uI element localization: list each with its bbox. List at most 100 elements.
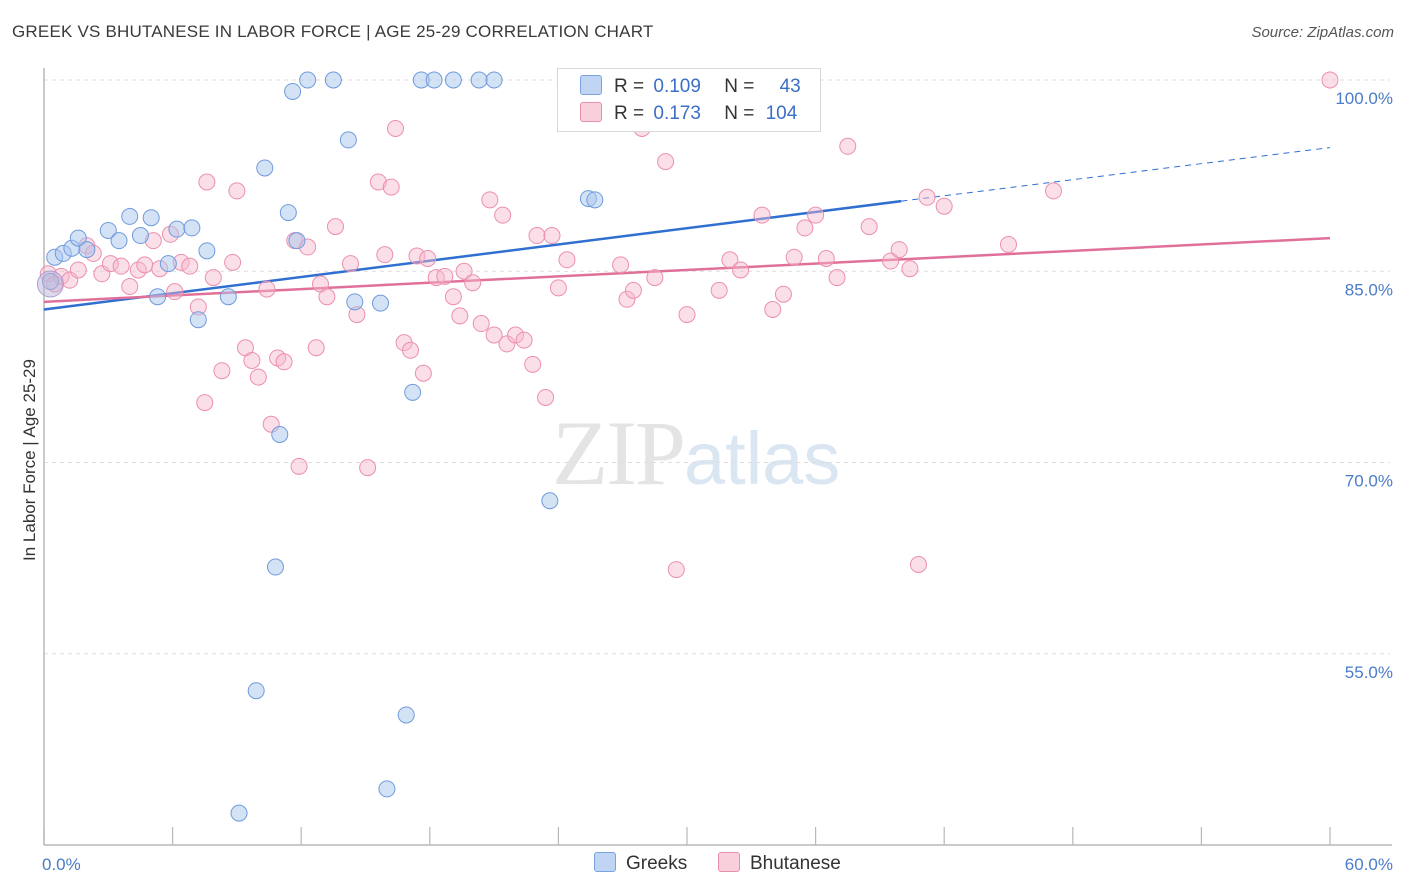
bhutanese-point (290, 457, 308, 475)
bhutanese-swatch (718, 852, 740, 872)
bhutanese-point (275, 353, 293, 371)
bhutanese-point (507, 326, 525, 344)
bhutanese-point (657, 153, 675, 171)
bhutanese-point (901, 260, 919, 278)
bhutanese-point (181, 257, 199, 275)
bhutanese-point (796, 219, 814, 237)
bhutanese-label: Bhutanese (750, 853, 841, 874)
bhutanese-point (69, 261, 87, 279)
bhutanese-point (402, 341, 420, 359)
bhutanese-point (369, 173, 387, 191)
bhutanese-point (243, 352, 261, 369)
bhutanese-point (710, 281, 728, 299)
bhutanese-point (721, 251, 739, 269)
legend-item-bhutanese: Bhutanese (718, 852, 841, 875)
greeks-point (339, 131, 357, 149)
cluster-point (36, 270, 64, 298)
bhutanese-point (678, 306, 696, 324)
bhutanese-point (359, 459, 377, 477)
y-axis-title: In Labor Force | Age 25-29 (20, 359, 39, 561)
series-legend: Greeks Bhutanese (0, 852, 1406, 878)
bhutanese-point (472, 315, 490, 333)
bhutanese-point (136, 256, 154, 274)
greeks-point (149, 288, 167, 306)
greeks-point (271, 425, 289, 443)
bhutanese-point (612, 256, 630, 274)
greeks-point (142, 209, 160, 227)
greeks-point (247, 682, 265, 700)
x-tick-label-start: 0.0% (42, 855, 81, 874)
source-credit: Source: ZipAtlas.com (1251, 24, 1394, 41)
bhutanese-point (494, 206, 512, 224)
bhutanese-point (249, 368, 267, 386)
bhutanese-point (387, 119, 405, 137)
bhutanese-point (1045, 182, 1063, 200)
watermark-zip: ZIP (552, 402, 686, 504)
greeks-point (121, 207, 139, 225)
axis-labels: 100.0% 85.0% 70.0% 55.0% 0.0% 60.0% In Labor F… (20, 89, 1393, 874)
legend-swatch-bhutanese (580, 102, 602, 122)
bhutanese-point (382, 178, 400, 196)
legend-n-value: 43 (779, 76, 801, 97)
bhutanese-point (455, 262, 473, 280)
bhutanese-point (451, 307, 469, 325)
greeks-point (378, 780, 396, 798)
bhutanese-point (498, 335, 516, 353)
grid-lines (44, 79, 1390, 655)
greeks-point (131, 227, 149, 245)
greeks-point (284, 82, 302, 100)
stats-legend: R = 0.109 N = 43 R = 0.173 N = 104 (557, 68, 821, 132)
bhutanese-point (198, 173, 216, 191)
bhutanese-point (549, 279, 567, 297)
bhutanese-point (258, 280, 276, 298)
bhutanese-point (101, 255, 119, 273)
y-tick-label: 85.0% (1345, 280, 1393, 299)
y-tick-label: 70.0% (1345, 472, 1393, 491)
watermark: ZIPatlas (552, 400, 840, 506)
legend-swatch-greeks (580, 75, 602, 95)
greeks-point (230, 804, 248, 822)
greeks-point (541, 492, 559, 510)
greeks-label: Greeks (626, 853, 688, 874)
greeks-point (288, 232, 306, 250)
bhutanese-point (376, 246, 394, 264)
legend-r-value: 0.173 (653, 103, 701, 124)
bhutanese-point (528, 227, 546, 245)
greeks-point (256, 159, 274, 177)
bhutanese-point (918, 188, 936, 206)
bhutanese-point (341, 255, 359, 273)
bhutanese-point (860, 218, 878, 236)
legend-r-label: R = (614, 76, 645, 97)
greeks-point (189, 311, 207, 329)
x-tick-label-end: 60.0% (1345, 855, 1393, 874)
legend-n-label: N = (724, 76, 755, 97)
greeks-trend-line (43, 199, 902, 311)
greeks-point (279, 204, 297, 222)
greeks-point (110, 232, 128, 250)
bhutanese-point (774, 285, 792, 303)
bhutanese-point (427, 269, 445, 287)
y-tick-label: 55.0% (1345, 663, 1393, 682)
bhutanese-trend-group (43, 236, 1331, 304)
legend-item-greeks: Greeks (594, 852, 687, 875)
greeks-point (168, 220, 186, 238)
bhutanese-point (1000, 235, 1017, 253)
bhutanese-point (935, 197, 953, 215)
bhutanese-point (307, 339, 325, 357)
greeks-point (69, 229, 87, 247)
bhutanese-point (828, 269, 846, 287)
greeks-swatch (594, 852, 616, 872)
bhutanese-point (112, 257, 130, 275)
greeks-point (198, 242, 216, 260)
axes (43, 68, 1392, 846)
legend-r-value: 0.109 (653, 76, 701, 97)
watermark-atlas: atlas (684, 417, 841, 500)
bhutanese-point (543, 227, 561, 245)
bhutanese-point (515, 331, 533, 349)
legend-row-greeks: R = 0.109 N = 43 (580, 75, 801, 101)
bhutanese-point (408, 247, 426, 265)
legend-r-label: R = (614, 103, 645, 124)
bhutanese-point (839, 137, 857, 155)
bhutanese-point (481, 191, 499, 209)
